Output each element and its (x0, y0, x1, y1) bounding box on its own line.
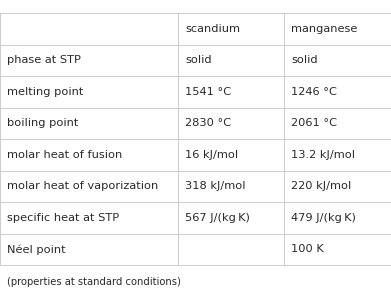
Text: 2061 °C: 2061 °C (291, 118, 337, 128)
Text: (properties at standard conditions): (properties at standard conditions) (7, 277, 181, 287)
Text: 479 J/(kg K): 479 J/(kg K) (291, 213, 356, 223)
Text: 220 kJ/mol: 220 kJ/mol (291, 181, 352, 191)
Text: 16 kJ/mol: 16 kJ/mol (185, 150, 238, 160)
Text: 2830 °C: 2830 °C (185, 118, 231, 128)
Text: 567 J/(kg K): 567 J/(kg K) (185, 213, 250, 223)
Text: molar heat of fusion: molar heat of fusion (7, 150, 122, 160)
Text: solid: solid (291, 55, 318, 65)
Text: phase at STP: phase at STP (7, 55, 81, 65)
Text: boiling point: boiling point (7, 118, 79, 128)
Text: scandium: scandium (185, 24, 240, 34)
Text: manganese: manganese (291, 24, 358, 34)
Text: 1541 °C: 1541 °C (185, 87, 231, 97)
Text: solid: solid (185, 55, 212, 65)
Text: 318 kJ/mol: 318 kJ/mol (185, 181, 246, 191)
Text: 100 K: 100 K (291, 244, 324, 254)
Text: Néel point: Néel point (7, 244, 66, 255)
Text: molar heat of vaporization: molar heat of vaporization (7, 181, 158, 191)
Text: 1246 °C: 1246 °C (291, 87, 337, 97)
Text: melting point: melting point (7, 87, 83, 97)
Text: specific heat at STP: specific heat at STP (7, 213, 119, 223)
Text: 13.2 kJ/mol: 13.2 kJ/mol (291, 150, 355, 160)
